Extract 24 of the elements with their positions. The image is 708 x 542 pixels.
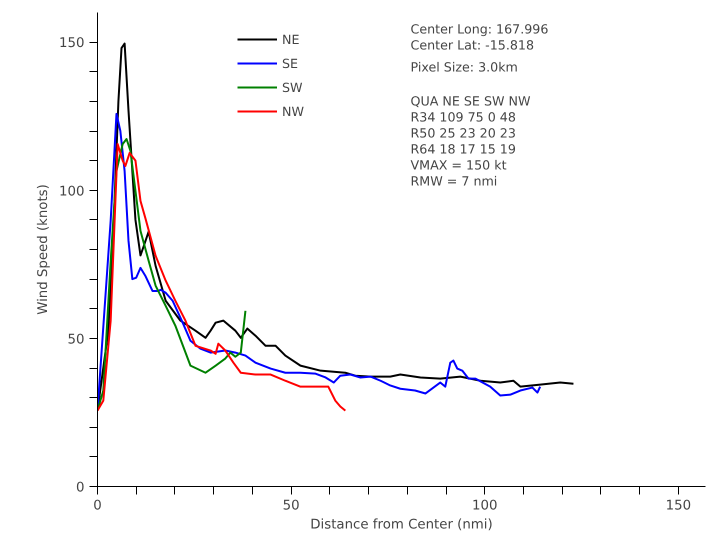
y-tick-label: 0 <box>76 480 85 496</box>
y-tick-label: 50 <box>68 332 85 348</box>
legend-label: NW <box>282 104 304 118</box>
x-tick-label: 0 <box>93 498 102 514</box>
legend-label: SW <box>282 80 303 94</box>
annotation: Center Long: 167.996 <box>410 22 548 36</box>
legend-label: SE <box>282 56 300 70</box>
x-tick-label: 150 <box>666 498 692 514</box>
line-series <box>98 143 346 412</box>
y-tick-label: 100 <box>59 184 85 200</box>
annotation: R64 18 17 15 19 <box>410 142 516 156</box>
y-tick-label: 150 <box>59 36 85 52</box>
legend-label: NE <box>282 32 300 46</box>
annotation: RMW = 7 nmi <box>410 174 498 188</box>
y-axis-title: Wind Speed (knots) <box>36 184 52 315</box>
annotation: R34 109 75 0 48 <box>410 110 516 124</box>
annotation: QUA NE SE SW NW <box>410 94 531 108</box>
annotation: Center Lat: -15.818 <box>410 38 534 52</box>
x-axis-title: Distance from Center (nmi) <box>310 518 493 532</box>
annotation: R50 25 23 20 23 <box>410 126 516 140</box>
x-tick-label: 100 <box>472 498 498 514</box>
annotation: VMAX = 150 kt <box>410 158 507 172</box>
annotation: Pixel Size: 3.0km <box>410 60 518 74</box>
x-tick-label: 50 <box>282 498 300 514</box>
